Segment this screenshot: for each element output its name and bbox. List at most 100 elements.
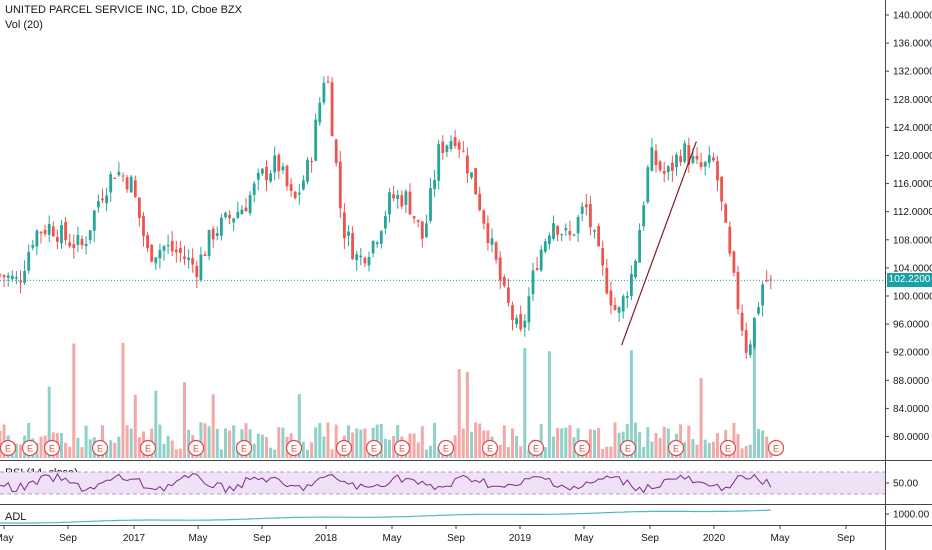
candle-body <box>769 279 773 281</box>
volume-bar <box>588 429 592 458</box>
earnings-marker <box>767 439 785 457</box>
candle-body <box>617 307 621 313</box>
candle-body <box>642 205 646 227</box>
volume-bar <box>228 430 232 458</box>
candle-body <box>248 195 252 214</box>
adl-indicator-label[interactable]: ADL <box>5 511 27 523</box>
candle-body <box>133 180 137 197</box>
candle-body <box>490 238 494 245</box>
candle-body <box>527 296 531 323</box>
candle-body <box>580 206 584 214</box>
candle-body <box>302 180 305 190</box>
candle-body <box>650 147 654 171</box>
candle-body <box>318 102 322 123</box>
candle-body <box>179 248 182 254</box>
candle-body <box>658 161 662 171</box>
volume-bar <box>64 442 68 458</box>
candle-body <box>314 119 318 161</box>
candle-body <box>535 268 539 270</box>
volume-bar <box>306 449 309 458</box>
volume-bar <box>511 428 514 458</box>
candle-body <box>101 198 104 201</box>
candle-body <box>597 226 600 247</box>
volume-bar <box>84 425 88 458</box>
earnings-marker <box>719 439 737 457</box>
volume-bar <box>543 447 547 458</box>
adl-pane: 1000.00 <box>0 510 930 524</box>
candle-body <box>486 223 490 244</box>
volume-bar <box>613 422 617 458</box>
price-tick-label: 92.0000 <box>893 348 930 359</box>
earnings-marker-label: E <box>145 444 151 454</box>
candle-body <box>297 192 301 195</box>
volume-bar <box>424 449 428 458</box>
earnings-marker <box>235 439 253 457</box>
volume-indicator-label[interactable]: Vol (20) <box>5 19 43 31</box>
candle-body <box>601 248 605 266</box>
candle-body <box>683 143 687 162</box>
volume-bar <box>14 443 18 458</box>
volume-bar <box>207 426 211 458</box>
candle-body <box>753 317 756 348</box>
candle-body <box>621 296 625 312</box>
volume-bar <box>314 427 318 458</box>
volume-bar <box>695 444 699 458</box>
time-tick-label: Sep <box>837 533 855 544</box>
candle-body <box>478 193 482 211</box>
volume-bar <box>125 425 129 458</box>
earnings-marker-label: E <box>487 444 493 454</box>
candle-body <box>609 290 613 306</box>
candle-body <box>757 307 760 314</box>
volume-bar <box>281 427 285 458</box>
candle-body <box>199 254 203 281</box>
candle-body <box>388 192 391 215</box>
candle-body <box>474 168 477 195</box>
candle-body <box>72 244 76 248</box>
volume-bar <box>166 435 170 458</box>
volume-bar <box>703 439 707 458</box>
earnings-marker-label: E <box>725 444 731 454</box>
earnings-marker <box>667 439 685 457</box>
volume-bar <box>523 348 527 458</box>
candle-body <box>338 161 342 209</box>
candle-body <box>31 245 35 248</box>
candle-body <box>744 330 748 353</box>
candle-body <box>265 166 268 181</box>
volume-bar <box>457 368 461 458</box>
volume-bar <box>322 436 326 458</box>
volume-bar <box>765 436 769 458</box>
earnings-marker-label: E <box>773 444 779 454</box>
time-tick-label: Sep <box>253 533 271 544</box>
candle-body <box>568 230 572 235</box>
price-tick-label: 124.0000 <box>893 123 932 134</box>
volume-bar <box>232 425 236 458</box>
volume-bar <box>256 433 260 458</box>
volume-bar <box>515 436 519 458</box>
volume-bar <box>408 433 412 458</box>
candle-body <box>449 141 453 149</box>
candle-body <box>445 145 449 152</box>
volume-bar <box>609 446 613 458</box>
candle-body <box>252 183 256 196</box>
volume-bar <box>605 446 609 458</box>
volume-bar <box>76 437 80 458</box>
candle-body <box>584 204 588 208</box>
volume-bar <box>687 425 691 458</box>
candle-body <box>457 142 461 150</box>
volume-bar <box>560 428 564 458</box>
earnings-marker-label: E <box>193 444 199 454</box>
candle-body <box>589 204 592 228</box>
volume-bar <box>72 343 76 458</box>
volume-bar <box>650 441 654 458</box>
rsi-line <box>0 473 772 494</box>
volume-bar <box>691 439 695 458</box>
time-tick-label: 2020 <box>703 533 726 544</box>
candle-body <box>548 235 551 245</box>
candle-body <box>293 191 297 199</box>
time-tick-label: 2018 <box>315 533 338 544</box>
earnings-marker-label: E <box>291 444 297 454</box>
earnings-marker-label: E <box>579 444 585 454</box>
earnings-marker <box>573 439 591 457</box>
candle-body <box>154 257 158 264</box>
